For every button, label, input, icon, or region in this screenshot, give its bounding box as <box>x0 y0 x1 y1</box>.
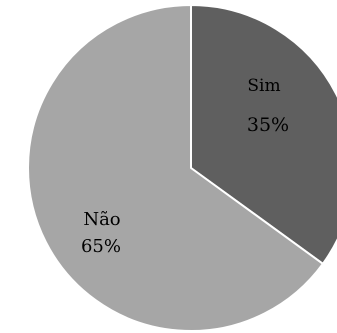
slice-label-nao: Não <box>83 209 120 230</box>
pie-slice-nao <box>27 4 324 332</box>
pie-labels: Sim 35% Não 65% <box>81 76 289 257</box>
pie-slice-sim <box>190 4 337 265</box>
slice-value-nao: 65% <box>81 236 121 257</box>
slice-label-sim: Sim <box>247 76 280 96</box>
pie-slices <box>27 4 337 332</box>
slice-value-sim: 35% <box>247 114 289 136</box>
